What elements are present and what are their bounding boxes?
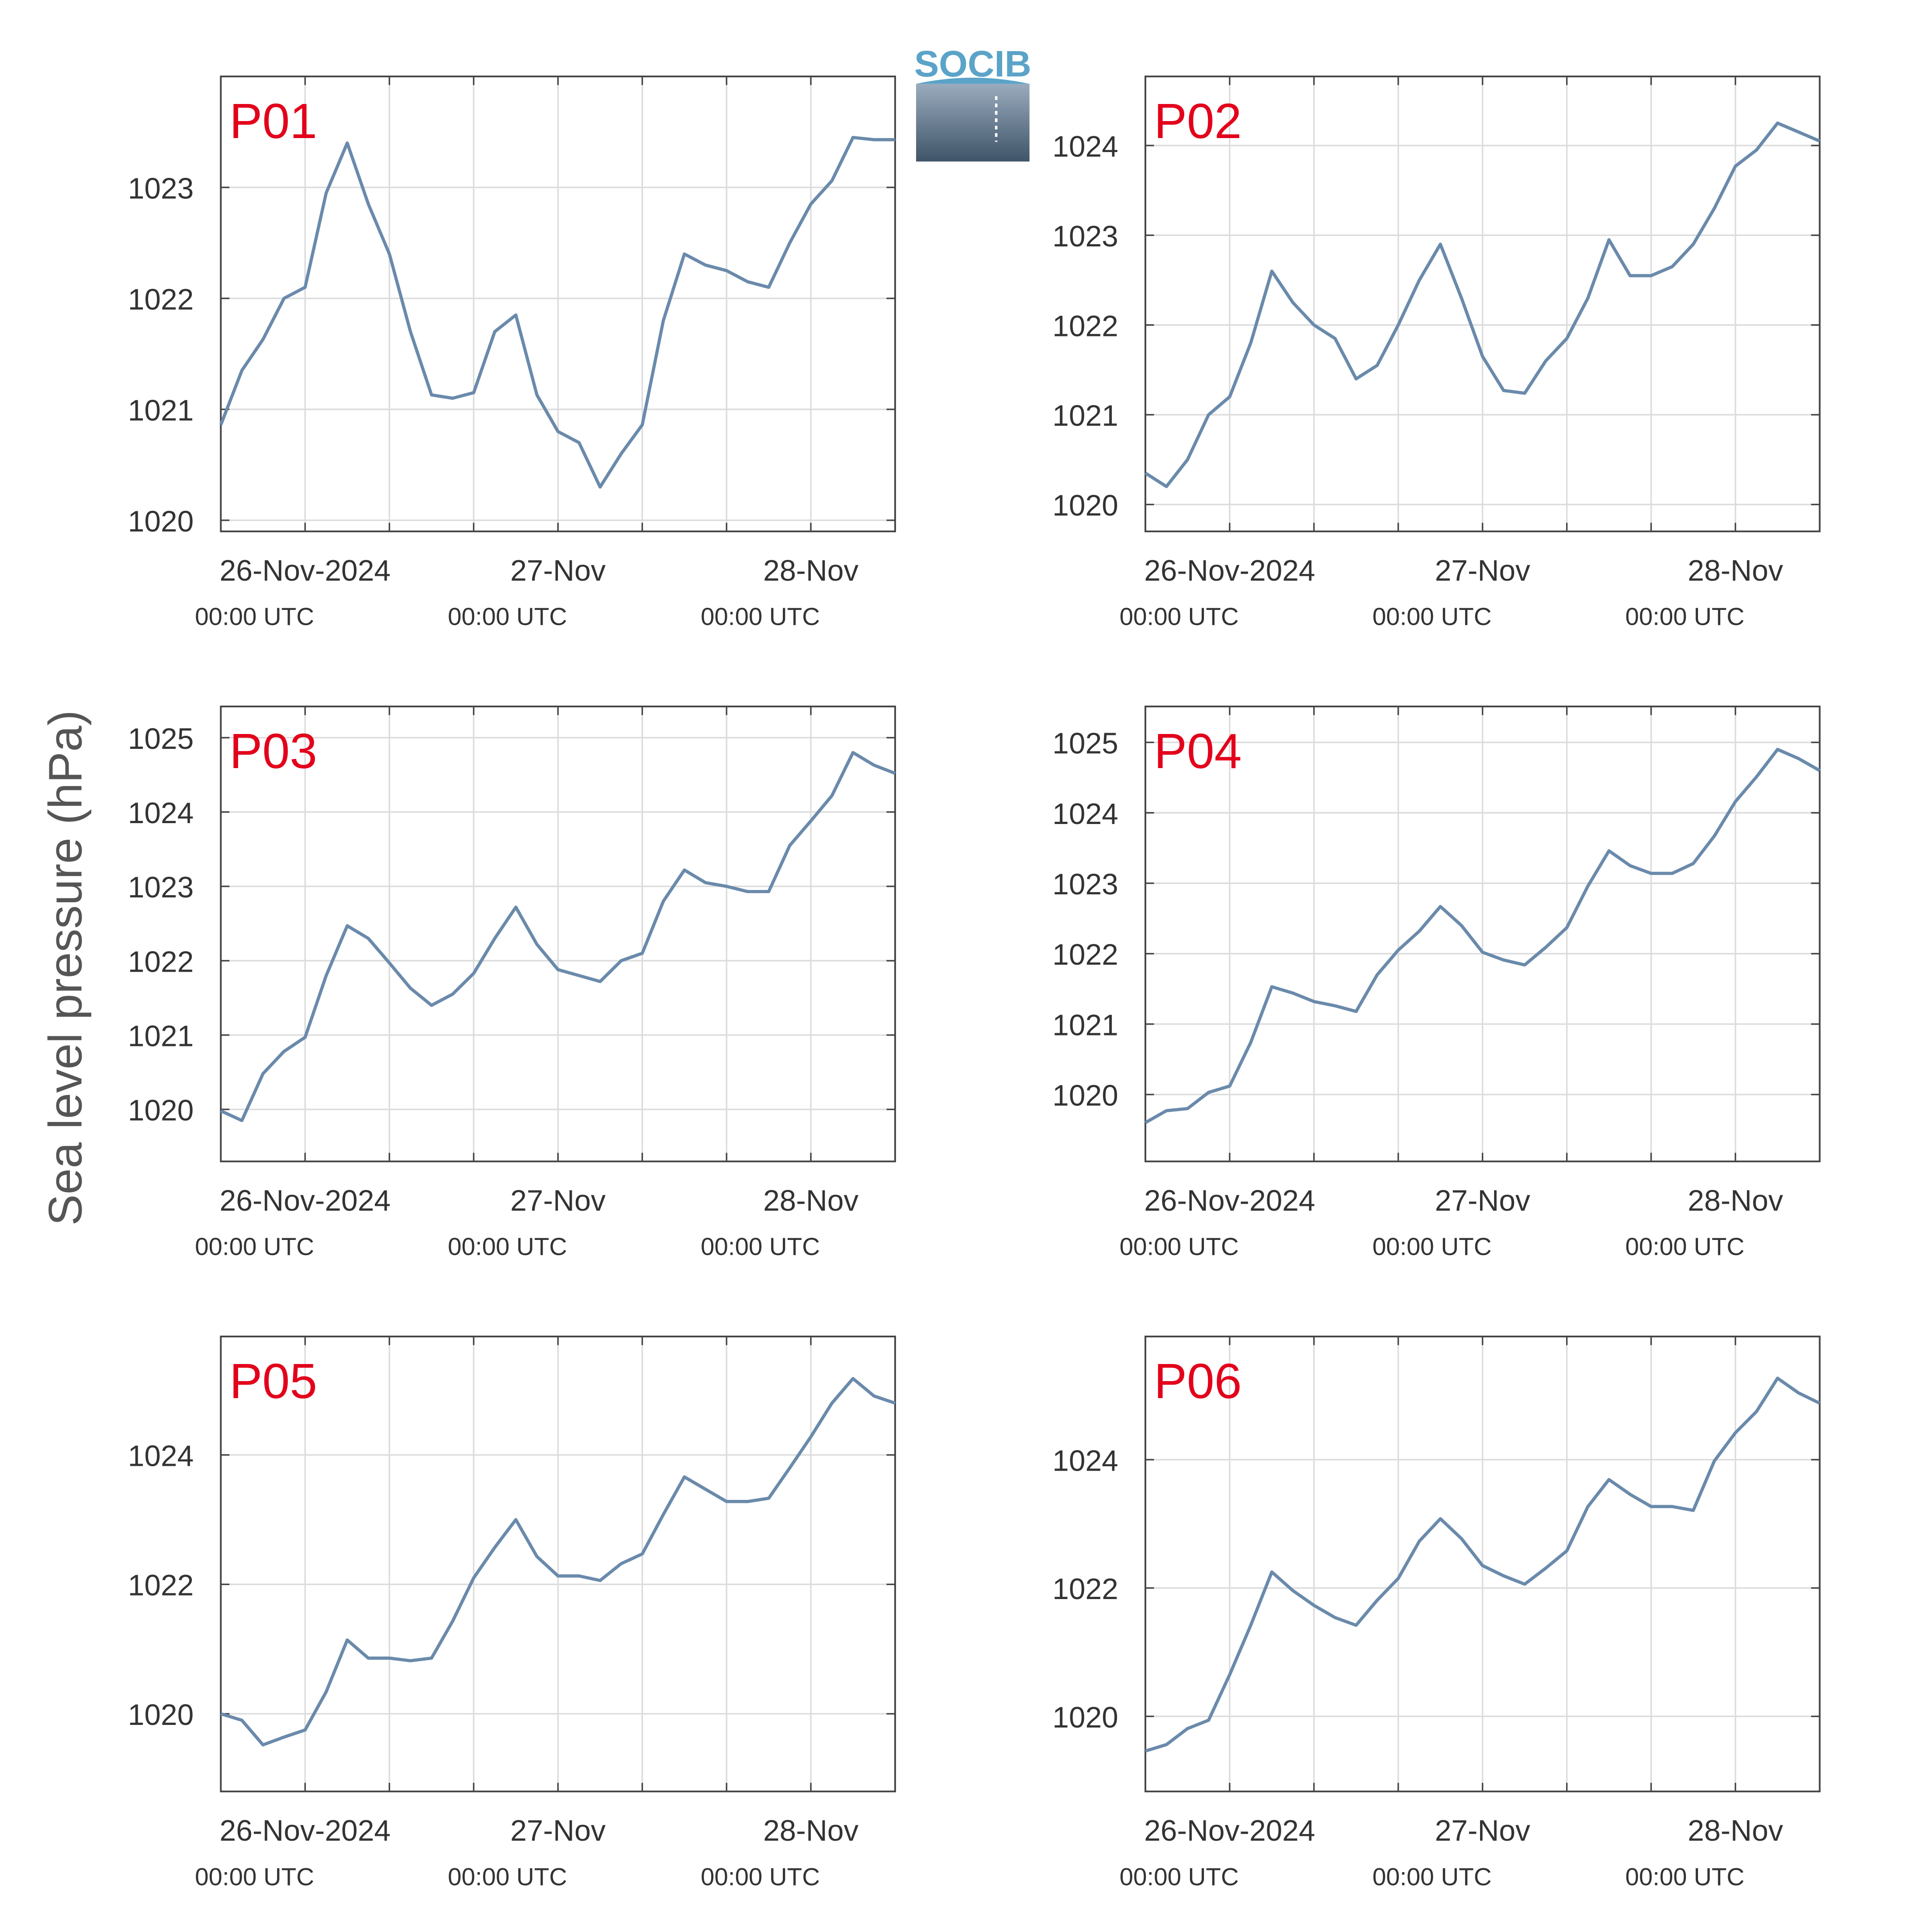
x-tick-label: 28-Nov [763, 1814, 858, 1847]
y-tick-label: 1020 [128, 1699, 194, 1731]
x-tick-label: 28-Nov [763, 1184, 858, 1217]
x-tick-sublabel: 00:00 UTC [1625, 603, 1744, 630]
x-tick-label: 26-Nov-2024 [220, 554, 391, 587]
x-tick-label: 26-Nov-2024 [1144, 554, 1315, 587]
x-tick-sublabel: 00:00 UTC [195, 1233, 314, 1260]
y-tick-label: 1025 [128, 723, 194, 755]
plot-frame [220, 706, 896, 1163]
x-tick-label: 28-Nov [763, 554, 858, 587]
plot-frame [1144, 75, 1821, 533]
panel-title: P06 [1154, 1354, 1242, 1409]
y-tick-label: 1021 [128, 394, 194, 427]
x-tick-sublabel: 00:00 UTC [1120, 1863, 1239, 1890]
x-tick-label: 28-Nov [1688, 554, 1783, 587]
plot-frame [1144, 1336, 1821, 1793]
data-line [1145, 748, 1821, 1124]
y-tick-label: 1024 [128, 1440, 194, 1472]
x-tick-sublabel: 00:00 UTC [1120, 1233, 1239, 1260]
x-tick-label: 26-Nov-2024 [1144, 1184, 1315, 1217]
x-tick-sublabel: 00:00 UTC [448, 1233, 567, 1260]
x-tick-sublabel: 00:00 UTC [1625, 1233, 1744, 1260]
y-tick-label: 1023 [128, 871, 194, 904]
data-line [1145, 1376, 1821, 1753]
data-line [1144, 121, 1820, 488]
y-tick-label: 1022 [1052, 1573, 1118, 1606]
x-tick-label: 28-Nov [1688, 1814, 1783, 1847]
y-tick-label: 1020 [1052, 1080, 1118, 1112]
y-tick-label: 1020 [128, 1094, 194, 1127]
logo-wave [916, 77, 1030, 84]
y-tick-label: 1021 [1052, 400, 1118, 433]
panel-title: P02 [1154, 93, 1242, 149]
x-tick-sublabel: 00:00 UTC [195, 1863, 314, 1890]
x-tick-sublabel: 00:00 UTC [448, 1863, 567, 1890]
panel-title: P01 [229, 93, 317, 149]
x-tick-label: 27-Nov [510, 1814, 605, 1847]
x-tick-sublabel: 00:00 UTC [1625, 1863, 1744, 1890]
y-axis-label: Sea level pressure (hPa) [39, 710, 92, 1226]
y-tick-label: 1024 [1052, 131, 1118, 163]
x-tick-sublabel: 00:00 UTC [448, 603, 567, 630]
y-tick-label: 1022 [128, 945, 194, 978]
x-tick-label: 27-Nov [1435, 1184, 1530, 1217]
logo-box [916, 83, 1030, 162]
y-tick-label: 1020 [128, 505, 194, 538]
x-tick-label: 27-Nov [1435, 1814, 1530, 1847]
plot-frame [220, 1336, 896, 1793]
y-tick-label: 1023 [1052, 220, 1118, 253]
x-tick-label: 28-Nov [1688, 1184, 1783, 1217]
y-tick-label: 1022 [1052, 310, 1118, 343]
x-tick-label: 27-Nov [510, 1184, 605, 1217]
x-tick-sublabel: 00:00 UTC [701, 1233, 820, 1260]
panel-title: P04 [1154, 724, 1242, 779]
y-tick-label: 1021 [128, 1020, 194, 1053]
x-tick-label: 26-Nov-2024 [1144, 1814, 1315, 1847]
y-tick-label: 1022 [128, 283, 194, 316]
x-tick-sublabel: 00:00 UTC [701, 1863, 820, 1890]
y-tick-label: 1021 [1052, 1009, 1118, 1042]
x-tick-sublabel: 00:00 UTC [701, 603, 820, 630]
x-tick-sublabel: 00:00 UTC [1120, 603, 1239, 630]
y-tick-label: 1022 [128, 1569, 194, 1602]
x-tick-sublabel: 00:00 UTC [195, 603, 314, 630]
y-tick-label: 1024 [1052, 798, 1118, 831]
data-line [220, 751, 896, 1122]
y-tick-label: 1024 [128, 797, 194, 830]
panel-title: P03 [229, 724, 317, 779]
y-tick-label: 1020 [1052, 1701, 1118, 1734]
x-tick-label: 27-Nov [510, 554, 605, 587]
x-tick-sublabel: 00:00 UTC [1373, 603, 1492, 630]
y-tick-label: 1023 [128, 172, 194, 205]
data-line [219, 135, 896, 489]
x-tick-sublabel: 00:00 UTC [1373, 1233, 1492, 1260]
logo-text: SOCIB [914, 43, 1031, 84]
y-tick-label: 1020 [1052, 489, 1118, 522]
y-tick-label: 1022 [1052, 938, 1118, 971]
logo: SOCIB [914, 43, 1031, 162]
x-tick-sublabel: 00:00 UTC [1373, 1863, 1492, 1890]
y-tick-label: 1024 [1052, 1444, 1118, 1477]
y-tick-label: 1025 [1052, 727, 1118, 760]
x-tick-label: 26-Nov-2024 [220, 1184, 391, 1217]
x-tick-label: 26-Nov-2024 [220, 1814, 391, 1847]
plot-frame [220, 75, 896, 533]
panel-title: P05 [229, 1354, 317, 1409]
y-tick-label: 1023 [1052, 868, 1118, 901]
data-line [220, 1377, 896, 1747]
plot-frame [1144, 706, 1821, 1163]
x-tick-label: 27-Nov [1435, 554, 1530, 587]
